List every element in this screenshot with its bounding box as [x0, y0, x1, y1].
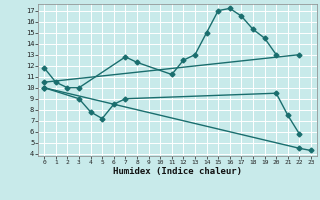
X-axis label: Humidex (Indice chaleur): Humidex (Indice chaleur)	[113, 167, 242, 176]
